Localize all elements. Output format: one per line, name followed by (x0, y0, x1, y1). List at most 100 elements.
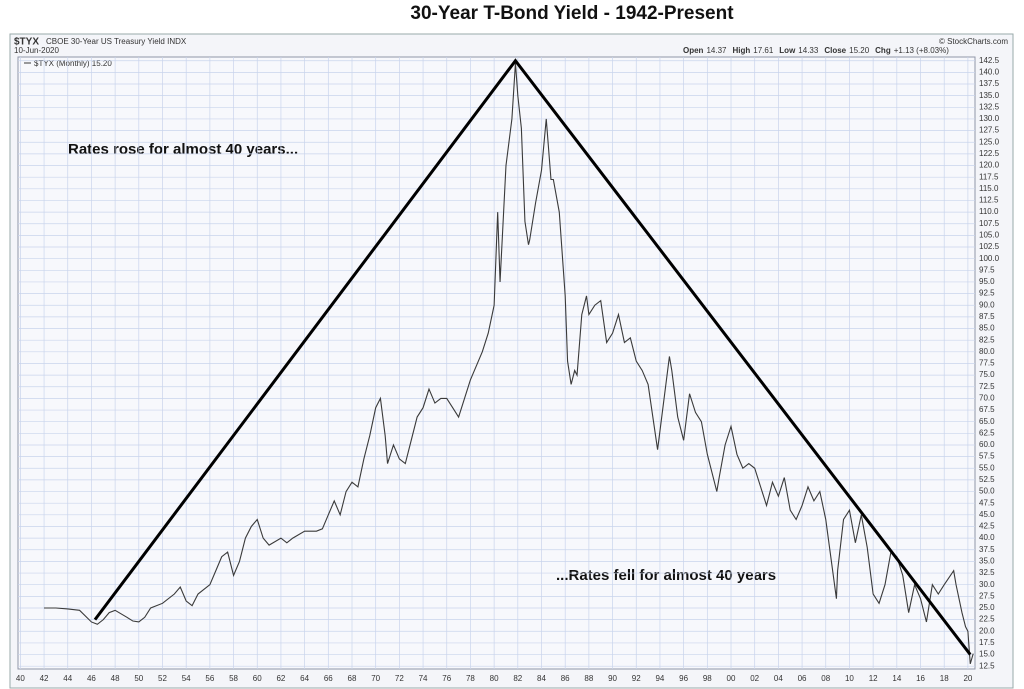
x-tick-label: 18 (940, 674, 949, 683)
y-tick-label: 102.5 (979, 242, 1000, 251)
y-tick-label: 87.5 (979, 312, 995, 321)
y-tick-label: 25.0 (979, 603, 995, 612)
x-tick-label: 62 (276, 674, 285, 683)
quote-label: High (732, 46, 750, 55)
x-tick-label: 02 (750, 674, 759, 683)
x-tick-label: 66 (324, 674, 333, 683)
y-tick-label: 50.0 (979, 487, 995, 496)
y-tick-label: 135.0 (979, 91, 1000, 100)
x-tick-label: 04 (774, 674, 783, 683)
y-tick-label: 117.5 (979, 172, 999, 181)
quote-value: 14.33 (798, 46, 819, 55)
y-tick-label: 97.5 (979, 265, 995, 274)
x-tick-label: 54 (182, 674, 191, 683)
quote-value: 17.61 (753, 46, 774, 55)
x-tick-label: 50 (134, 674, 143, 683)
x-tick-label: 78 (466, 674, 475, 683)
y-tick-label: 12.5 (979, 661, 995, 670)
y-tick-label: 27.5 (979, 591, 995, 600)
x-tick-label: 14 (892, 674, 901, 683)
x-tick-label: 88 (584, 674, 593, 683)
y-tick-label: 15.0 (979, 650, 995, 659)
x-tick-label: 98 (703, 674, 712, 683)
y-tick-label: 42.5 (979, 522, 995, 531)
y-tick-label: 95.0 (979, 277, 995, 286)
x-tick-label: 40 (16, 674, 25, 683)
x-tick-label: 56 (205, 674, 214, 683)
y-tick-label: 80.0 (979, 347, 995, 356)
quote-label: Low (779, 46, 796, 55)
y-tick-label: 122.5 (979, 149, 1000, 158)
x-tick-label: 84 (537, 674, 546, 683)
y-tick-label: 137.5 (979, 79, 1000, 88)
x-tick-label: 58 (229, 674, 238, 683)
x-tick-label: 70 (371, 674, 380, 683)
quote-value: +1.13 (+8.03%) (894, 46, 949, 55)
legend-entry: $TYX (Monthly) 15.20 (34, 59, 112, 68)
y-tick-label: 75.0 (979, 370, 995, 379)
quote-value: 14.37 (706, 46, 727, 55)
quote-label: Close (824, 46, 846, 55)
y-tick-label: 30.0 (979, 580, 995, 589)
x-tick-label: 42 (40, 674, 49, 683)
y-tick-label: 67.5 (979, 405, 995, 414)
y-tick-label: 82.5 (979, 335, 995, 344)
x-tick-label: 46 (87, 674, 96, 683)
x-tick-label: 44 (63, 674, 72, 683)
x-tick-label: 16 (916, 674, 925, 683)
x-tick-label: 94 (655, 674, 664, 683)
y-tick-label: 112.5 (979, 196, 999, 205)
description: CBOE 30-Year US Treasury Yield INDX (46, 37, 187, 46)
quote: Open 14.37 High 17.61 Low 14.33 Close 15.20 Chg +… (683, 46, 949, 55)
x-tick-label: 08 (821, 674, 830, 683)
y-tick-label: 92.5 (979, 289, 995, 298)
y-tick-label: 142.5 (979, 56, 1000, 65)
x-tick-label: 72 (395, 674, 404, 683)
x-tick-label: 20 (963, 674, 972, 683)
source: © StockCharts.com (939, 37, 1008, 46)
x-tick-label: 06 (798, 674, 807, 683)
y-tick-label: 105.0 (979, 230, 1000, 239)
y-tick-label: 55.0 (979, 463, 995, 472)
y-tick-label: 125.0 (979, 137, 1000, 146)
annotation: Rates rose for almost 40 years... (68, 141, 298, 158)
grid (18, 57, 975, 669)
x-tick-label: 82 (513, 674, 522, 683)
y-tick-label: 72.5 (979, 382, 995, 391)
x-tick-label: 48 (111, 674, 120, 683)
y-tick-label: 127.5 (979, 126, 1000, 135)
y-tick-label: 22.5 (979, 615, 995, 624)
y-tick-label: 60.0 (979, 440, 995, 449)
quote-label: Open (683, 46, 704, 55)
x-tick-label: 64 (300, 674, 309, 683)
x-tick-label: 60 (253, 674, 262, 683)
y-tick-label: 40.0 (979, 533, 995, 542)
x-tick-label: 90 (608, 674, 617, 683)
series-line (44, 63, 974, 665)
y-tick-label: 65.0 (979, 417, 995, 426)
quote-label: Chg (875, 46, 891, 55)
symbol: $TYX (14, 37, 39, 48)
y-tick-label: 77.5 (979, 359, 995, 368)
y-tick-label: 52.5 (979, 475, 995, 484)
date: 10-Jun-2020 (14, 46, 59, 55)
y-tick-label: 85.0 (979, 324, 995, 333)
trend-line (93, 58, 972, 656)
quote-value: 15.20 (849, 46, 870, 55)
x-tick-label: 12 (869, 674, 878, 683)
y-tick-label: 115.0 (979, 184, 999, 193)
x-tick-label: 80 (490, 674, 499, 683)
x-tick-label: 10 (845, 674, 854, 683)
x-tick-label: 92 (632, 674, 641, 683)
x-tick-label: 86 (561, 674, 570, 683)
x-tick-label: 52 (158, 674, 167, 683)
x-tick-label: 96 (679, 674, 688, 683)
plot-area (17, 56, 976, 670)
x-tick-label: 76 (442, 674, 451, 683)
y-tick-label: 57.5 (979, 452, 995, 461)
annotation: ...Rates fell for almost 40 years (556, 567, 776, 584)
y-tick-label: 45.0 (979, 510, 995, 519)
y-tick-label: 140.0 (979, 67, 1000, 76)
y-tick-label: 20.0 (979, 626, 995, 635)
y-tick-label: 37.5 (979, 545, 995, 554)
